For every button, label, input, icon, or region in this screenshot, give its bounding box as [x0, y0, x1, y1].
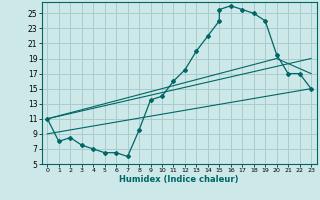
X-axis label: Humidex (Indice chaleur): Humidex (Indice chaleur) [119, 175, 239, 184]
